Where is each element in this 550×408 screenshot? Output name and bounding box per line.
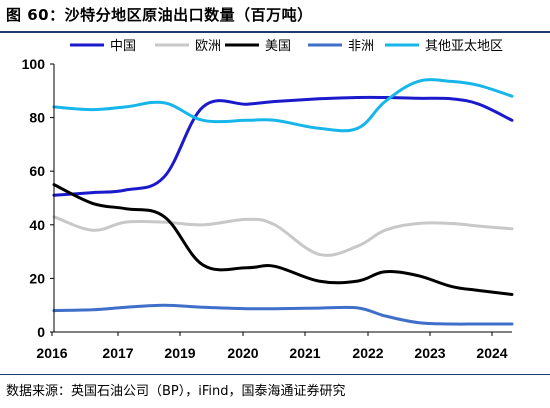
legend-label-4: 其他亚太地区 xyxy=(425,39,503,54)
x-tick-label: 2020 xyxy=(227,345,258,361)
y-tick-label: 60 xyxy=(29,163,45,179)
chart-title: 图 60：沙特分地区原油出口数量（百万吨） xyxy=(6,6,313,24)
x-tick-label: 2021 xyxy=(289,345,320,361)
y-tick-label: 80 xyxy=(29,110,45,126)
series-line-4 xyxy=(52,78,514,133)
y-tick-label: 0 xyxy=(37,324,45,340)
legend-label-0: 中国 xyxy=(110,39,136,54)
x-tick-label: 2022 xyxy=(352,345,383,361)
x-tick-label: 2016 xyxy=(36,345,67,361)
series-line-2 xyxy=(52,183,514,296)
data-source-note: 数据来源：英国石油公司（BP），iFind，国泰海通证券研究 xyxy=(6,384,346,399)
series-line-0 xyxy=(52,95,514,197)
axes: 0 20 40 60 80 100 2016 2017 2019 2020 2021 2022 2023… xyxy=(22,56,512,361)
legend-label-2: 美国 xyxy=(265,39,291,54)
x-tick-label: 2023 xyxy=(414,345,445,361)
y-tick-label: 20 xyxy=(29,270,45,286)
x-tick-label: 2024 xyxy=(476,345,507,361)
legend-label-1: 欧洲 xyxy=(195,39,221,54)
x-tick-label: 2019 xyxy=(164,345,195,361)
series-line-3 xyxy=(52,303,514,326)
series-layer xyxy=(52,78,514,326)
source-divider xyxy=(0,374,550,375)
legend: 中国 欧洲 美国 非洲 其他亚太地区 xyxy=(70,39,503,54)
x-tick-label: 2017 xyxy=(102,345,133,361)
legend-label-3: 非洲 xyxy=(348,39,374,54)
y-tick-label: 40 xyxy=(29,217,45,233)
chart-canvas: 中国 欧洲 美国 非洲 其他亚太地区 0 20 40 60 80 100 2016 2017 2019 2… xyxy=(22,39,514,361)
title-divider xyxy=(0,31,550,33)
series-line-1 xyxy=(52,215,514,257)
y-tick-label: 100 xyxy=(22,56,46,72)
